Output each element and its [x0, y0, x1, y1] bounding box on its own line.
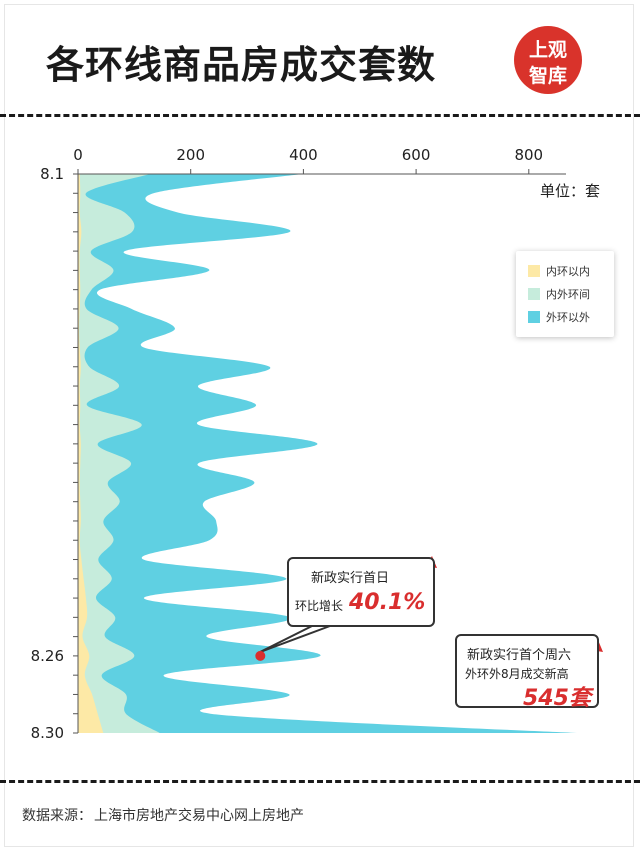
- x-tick-label-0: 0: [73, 146, 83, 164]
- legend-swatch-outer: [528, 311, 540, 323]
- logo-line1: 上观: [528, 39, 567, 61]
- legend: 内环以内 内外环间 外环以外: [516, 251, 614, 337]
- legend-label-middle: 内外环间: [546, 288, 590, 301]
- marker-8-26: [255, 650, 266, 661]
- chart-areas: [78, 174, 577, 733]
- x-tick-label-200: 200: [176, 146, 205, 164]
- source-label: 数据来源：: [22, 808, 92, 824]
- legend-label-inner: 内环以内: [546, 265, 590, 278]
- y-tick-label-26: 8.26: [31, 647, 64, 665]
- y-tick-label-1: 8.1: [40, 165, 64, 183]
- area-middle: [78, 174, 160, 733]
- legend-label-outer: 外环以外: [546, 311, 590, 324]
- top-divider: [0, 114, 640, 117]
- source-note: 数据来源： 上海市房地产交易中心网上房地产: [22, 805, 304, 825]
- callout-saturday: 新政实行首个周六 外环外8月成交新高 545套: [455, 634, 599, 711]
- callout-first-day: 新政实行首日 环比增长 40.1%: [287, 557, 435, 627]
- page-title: 各环线商品房成交套数: [46, 43, 437, 87]
- legend-swatch-inner: [528, 265, 540, 277]
- legend-item-middle: 内外环间: [528, 286, 590, 302]
- page-frame: [4, 4, 634, 847]
- legend-swatch-middle: [528, 288, 540, 300]
- legend-item-outer: 外环以外: [528, 309, 590, 325]
- area-inner: [78, 174, 104, 733]
- bottom-divider: [0, 780, 640, 783]
- legend-item-inner: 内环以内: [528, 263, 590, 279]
- brand-logo[interactable]: 上观 智库: [514, 26, 582, 94]
- callout-second-line2: 外环外8月成交新高: [465, 667, 569, 681]
- callout-first-line1: 新政实行首日: [311, 571, 390, 586]
- callout-first-value: 40.1%: [349, 590, 426, 615]
- callout-second-value: 545套: [523, 686, 591, 711]
- chart-axes: 0 200 400 600 800 8.1 8.26 8.30: [31, 146, 566, 742]
- x-tick-label-800: 800: [514, 146, 543, 164]
- callout-first-line2: 环比增长: [295, 599, 344, 613]
- x-tick-label-400: 400: [289, 146, 318, 164]
- x-tick-label-600: 600: [402, 146, 431, 164]
- logo-line2: 智库: [528, 65, 567, 87]
- y-tick-label-30: 8.30: [31, 724, 64, 742]
- callout-first-pointer: [259, 625, 331, 653]
- unit-label: 单位：套: [540, 182, 601, 200]
- source-text: 上海市房地产交易中心网上房地产: [94, 808, 304, 824]
- callout-second-line1: 新政实行首个周六: [467, 648, 572, 663]
